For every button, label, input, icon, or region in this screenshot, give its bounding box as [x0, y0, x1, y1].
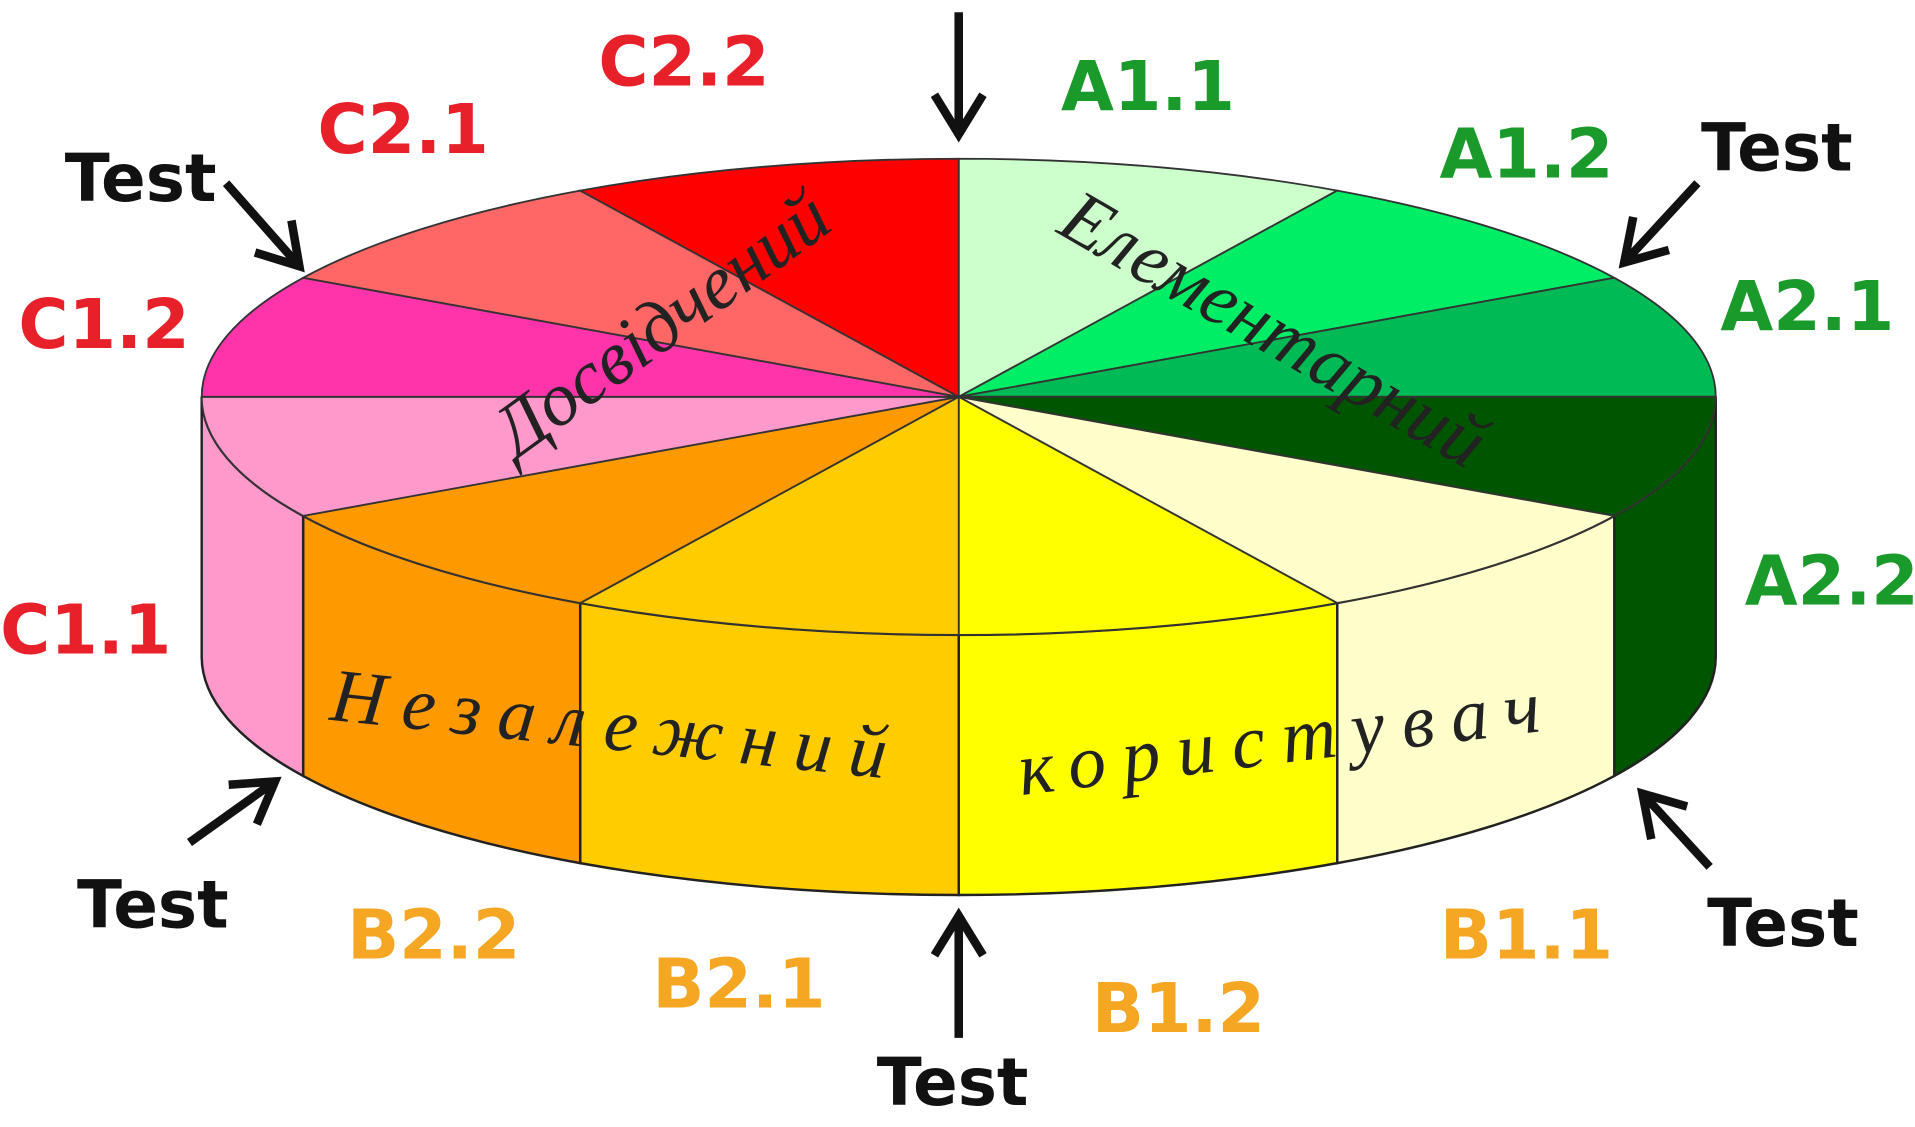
segment-label: B1.2	[1092, 970, 1265, 1049]
segment-top	[577, 395, 960, 636]
segment-top	[577, 157, 960, 399]
segment-label: A1.1	[1061, 48, 1235, 127]
arrow-head	[228, 776, 282, 826]
segment-top	[957, 157, 1340, 399]
segment-label: A1.2	[1439, 115, 1613, 194]
test-label: Test	[65, 140, 217, 217]
segment-label: C2.1	[318, 91, 489, 170]
test-label: Test	[877, 1044, 1029, 1121]
segment-label: A2.1	[1720, 268, 1894, 347]
segment-label: B1.1	[1440, 897, 1613, 976]
annotations: A1.1 A1.2 A2.1 A2.2 B1.1 B1.2 B2.1 B2.2 C1.1 C1.2…	[0, 12, 1915, 1121]
segment-top	[200, 276, 959, 398]
segment-top	[958, 395, 1618, 605]
arrow-head	[253, 219, 305, 273]
arrow-head	[930, 92, 987, 143]
segment-label: C1.2	[18, 286, 189, 365]
segment-label: C1.1	[0, 591, 171, 670]
segment-top	[200, 395, 959, 517]
segment-label: A2.2	[1745, 543, 1915, 622]
test-label: Test	[77, 867, 229, 944]
arrow-shaft	[222, 180, 303, 270]
arrow-shaft	[1621, 180, 1701, 266]
segment-top	[958, 395, 1717, 517]
segment-top	[300, 189, 960, 398]
arrow-shaft	[186, 777, 278, 846]
pie	[200, 157, 1717, 897]
arrow-head	[930, 907, 987, 958]
segment-top	[958, 276, 1717, 398]
test-label: Test	[1707, 885, 1859, 962]
arrow-head	[1618, 216, 1671, 269]
segment-top	[958, 189, 1618, 398]
segment-top	[957, 395, 1340, 636]
segment-label: B2.1	[652, 946, 825, 1025]
segment-top	[300, 395, 960, 605]
arrow-shaft	[1639, 790, 1713, 870]
arrow-head	[1636, 787, 1689, 841]
test-label: Test	[1701, 110, 1853, 187]
segment-label: C2.2	[598, 24, 769, 103]
segment-label: B2.2	[347, 897, 520, 976]
